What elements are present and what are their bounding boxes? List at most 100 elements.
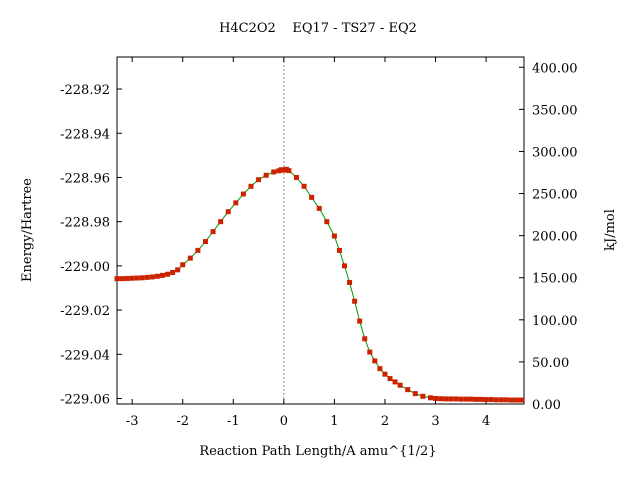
data-point bbox=[286, 168, 292, 174]
data-point bbox=[276, 168, 282, 174]
data-point bbox=[438, 396, 444, 402]
x-tick-label: 3 bbox=[431, 414, 439, 429]
data-point bbox=[301, 183, 307, 189]
data-point bbox=[397, 382, 403, 388]
y-tick-label: -229.02 bbox=[60, 304, 110, 319]
data-point bbox=[508, 397, 514, 403]
data-point bbox=[233, 200, 239, 206]
y-tick-label: -228.94 bbox=[60, 127, 110, 142]
data-point bbox=[240, 191, 246, 197]
data-point bbox=[160, 272, 165, 278]
data-point bbox=[478, 396, 484, 402]
x-tick-label: -2 bbox=[176, 414, 189, 429]
data-point bbox=[473, 396, 479, 402]
x-tick-label: -3 bbox=[126, 414, 139, 429]
data-point bbox=[324, 219, 330, 225]
data-point bbox=[518, 397, 524, 403]
y-tick-label: -228.92 bbox=[60, 83, 110, 98]
data-point bbox=[503, 397, 509, 403]
x-axis: -3 -2 -1 0 1 2 3 4 bbox=[126, 57, 490, 429]
data-point bbox=[175, 267, 181, 273]
data-point bbox=[165, 271, 171, 277]
y-tick-label: -229.06 bbox=[60, 392, 110, 407]
data-point bbox=[362, 336, 368, 342]
data-point bbox=[170, 269, 176, 275]
data-point bbox=[372, 358, 378, 364]
data-point bbox=[453, 396, 459, 402]
data-point bbox=[293, 174, 299, 180]
y2-tick-label: 150.00 bbox=[532, 272, 578, 287]
y-tick-label: -228.96 bbox=[60, 171, 110, 186]
series-line bbox=[117, 168, 522, 401]
data-point bbox=[119, 276, 125, 282]
data-point bbox=[263, 172, 269, 178]
data-point bbox=[342, 263, 348, 269]
data-point bbox=[281, 167, 287, 173]
y-tick-label: -229.04 bbox=[60, 348, 110, 363]
data-point bbox=[513, 397, 519, 403]
data-point bbox=[443, 396, 449, 402]
data-point bbox=[144, 274, 150, 280]
data-point bbox=[367, 349, 373, 355]
data-point bbox=[225, 209, 231, 215]
data-point bbox=[433, 395, 439, 401]
y2-axis-title: kJ/mol bbox=[603, 209, 618, 251]
data-point bbox=[377, 366, 383, 372]
y2-tick-label: 0.00 bbox=[532, 398, 561, 413]
data-point bbox=[210, 229, 216, 235]
data-point bbox=[248, 183, 254, 189]
x-tick-label: 0 bbox=[280, 414, 288, 429]
data-point bbox=[129, 275, 135, 281]
data-point bbox=[352, 298, 358, 304]
series-points bbox=[114, 166, 524, 403]
x-tick-label: 4 bbox=[482, 414, 490, 429]
data-point bbox=[488, 397, 494, 403]
data-point bbox=[195, 247, 201, 253]
data-point bbox=[316, 205, 322, 211]
data-point bbox=[139, 275, 145, 281]
plot-frame bbox=[116, 56, 525, 405]
data-point bbox=[458, 396, 464, 402]
data-point bbox=[463, 396, 469, 402]
y2-tick-label: 50.00 bbox=[532, 356, 569, 371]
data-point bbox=[331, 233, 337, 239]
y2-tick-label: 350.00 bbox=[532, 103, 578, 118]
y-axis-left: -229.06 -229.04 -229.02 -229.00 -228.98 -228.… bbox=[60, 83, 122, 407]
y-axis-title: Energy/Hartree bbox=[20, 178, 35, 282]
x-tick-label: 1 bbox=[330, 414, 338, 429]
data-point bbox=[271, 169, 277, 175]
data-point bbox=[468, 396, 474, 402]
data-point bbox=[278, 167, 284, 173]
data-point bbox=[256, 177, 262, 183]
y2-tick-label: 300.00 bbox=[532, 145, 578, 160]
data-point bbox=[124, 275, 130, 281]
y2-tick-label: 100.00 bbox=[532, 314, 578, 329]
data-point bbox=[405, 387, 411, 393]
data-point bbox=[202, 239, 208, 245]
data-point bbox=[412, 391, 418, 397]
data-point bbox=[336, 247, 342, 253]
data-point bbox=[420, 393, 426, 399]
data-point bbox=[180, 262, 186, 268]
data-point bbox=[448, 396, 454, 402]
data-point bbox=[218, 219, 224, 225]
data-point bbox=[283, 166, 289, 172]
data-point bbox=[382, 371, 388, 377]
data-point bbox=[357, 318, 363, 324]
x-axis-title: Reaction Path Length/A amu^{1/2} bbox=[199, 444, 436, 459]
y-tick-label: -228.98 bbox=[60, 216, 110, 231]
data-point bbox=[493, 397, 499, 403]
y2-tick-label: 250.00 bbox=[532, 188, 578, 203]
data-point bbox=[498, 397, 504, 403]
x-tick-label: 2 bbox=[381, 414, 389, 429]
y2-tick-label: 400.00 bbox=[532, 61, 578, 76]
data-point bbox=[427, 395, 433, 401]
data-point bbox=[187, 255, 193, 261]
data-point bbox=[387, 376, 393, 382]
data-point bbox=[309, 194, 315, 200]
y-axis-right: 0.00 50.00 100.00 150.00 200.00 250.00 300.00 3… bbox=[519, 61, 578, 413]
data-point bbox=[483, 397, 489, 403]
y-tick-label: -229.00 bbox=[60, 260, 110, 275]
data-point bbox=[154, 273, 160, 279]
